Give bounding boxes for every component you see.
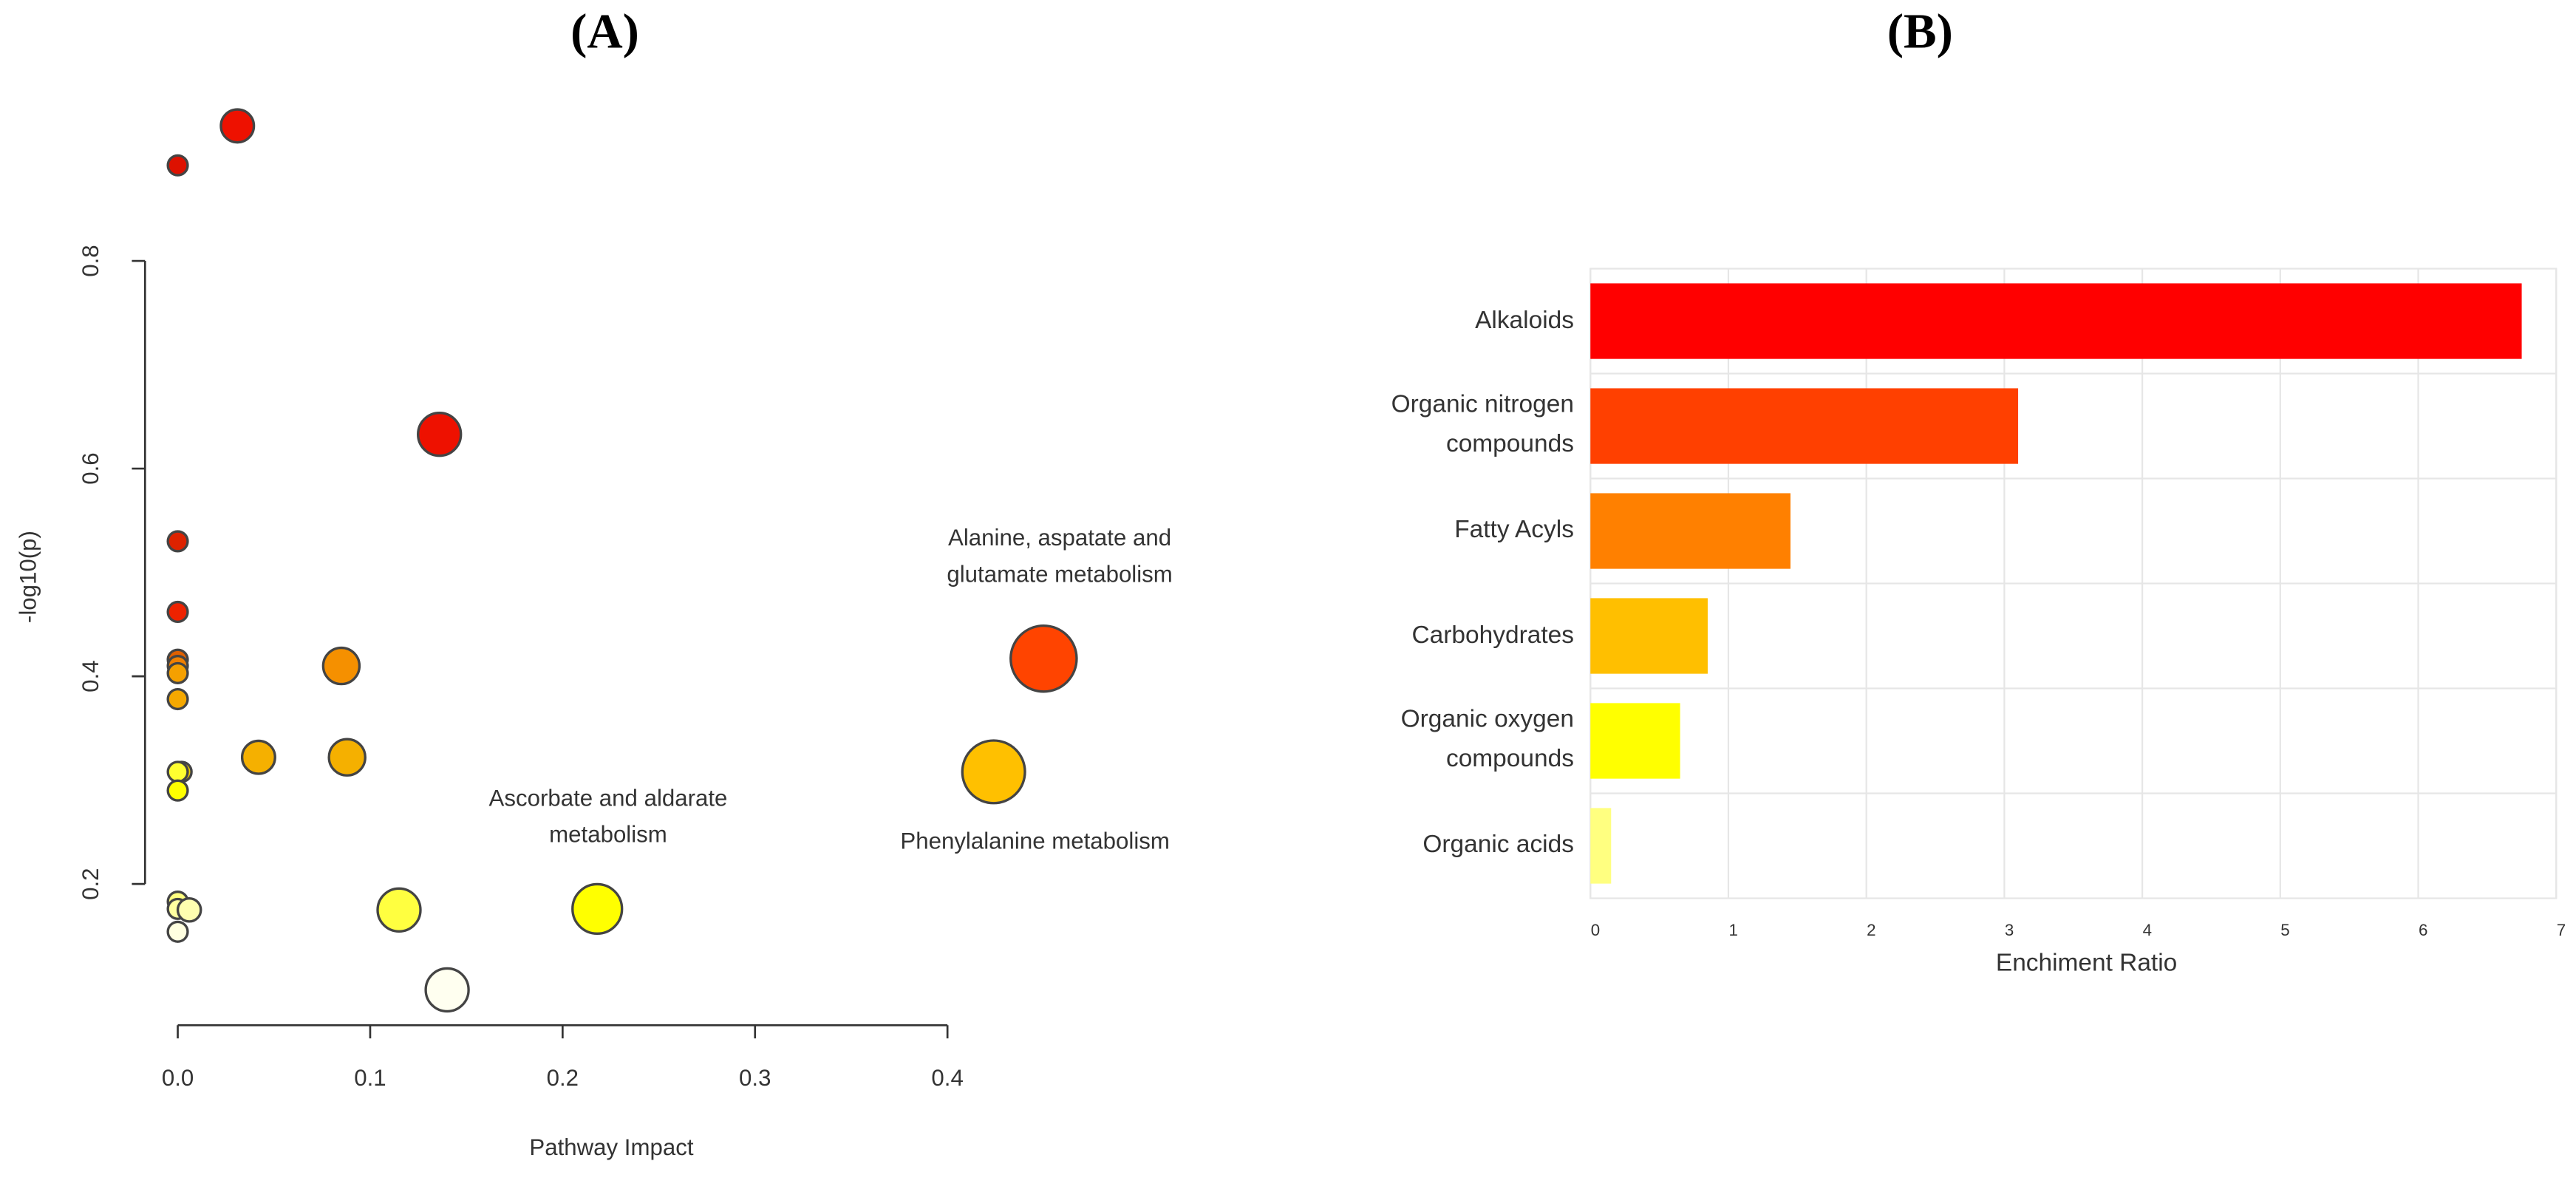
bubble — [166, 779, 189, 802]
x-tick-label: 0.4 — [931, 1065, 963, 1091]
annotation-box: Phenylalanine metabolism — [900, 827, 1170, 854]
x-tick-label: 2 — [1867, 921, 1875, 939]
x-tick-label: 0.3 — [739, 1065, 771, 1091]
category-label-box: Carbohydrates — [1411, 621, 1574, 650]
bubble — [166, 687, 189, 711]
bubble — [1009, 624, 1078, 693]
bubble — [166, 600, 189, 624]
category-label: Organic acids — [1422, 831, 1574, 859]
category-label-box: Fatty Acyls — [1454, 516, 1574, 545]
annotation-box: Alanine, aspatate and glutamate metaboli… — [947, 523, 1173, 587]
bubble — [376, 887, 422, 933]
annotation: Alanine, aspatate and glutamate metaboli… — [947, 523, 1173, 587]
bubble — [166, 154, 189, 177]
bar — [1590, 388, 2019, 464]
x-axis-label: Enchiment Ratio — [1996, 950, 2177, 977]
bar — [1590, 808, 1612, 884]
x-tick-label: 0.2 — [547, 1065, 579, 1091]
x-tick-label: 4 — [2143, 921, 2152, 939]
y-axis-label: -log10(p) — [15, 531, 41, 623]
bubble — [424, 967, 470, 1013]
category-label: Organic oxygen compounds — [1400, 706, 1574, 774]
bar — [1590, 703, 1680, 779]
y-tick-label: 0.8 — [78, 245, 103, 276]
x-tick-label: 1 — [1728, 921, 1737, 939]
y-tick-label: 0.2 — [78, 868, 103, 899]
bubble — [166, 920, 189, 943]
x-axis-label: Pathway Impact — [529, 1134, 693, 1160]
x-tick-label: 0 — [1591, 921, 1600, 939]
x-tick-label: 3 — [2005, 921, 2014, 939]
category-label: Fatty Acyls — [1454, 516, 1574, 545]
bubble — [240, 739, 276, 775]
bar — [1590, 598, 1708, 674]
y-tick-label: 0.6 — [78, 452, 103, 484]
bubble — [961, 739, 1026, 805]
bubble — [166, 530, 189, 553]
bubble — [327, 738, 367, 777]
category-label-box: Organic oxygen compounds — [1400, 706, 1574, 774]
annotation-box: Ascorbate and aldarate metabolism — [488, 783, 728, 848]
bubble — [321, 646, 361, 686]
category-label: Organic nitrogen compounds — [1391, 391, 1574, 460]
annotation: Phenylalanine metabolism — [900, 827, 1170, 854]
y-tick-label: 0.4 — [78, 660, 103, 692]
category-label: Alkaloids — [1475, 306, 1574, 335]
category-label-box: Organic nitrogen compounds — [1391, 391, 1574, 460]
chart-title: (B) — [1887, 4, 1953, 58]
bubble — [571, 882, 624, 935]
bar — [1590, 283, 2522, 359]
x-tick-label: 7 — [2557, 921, 2566, 939]
category-label-box: Organic acids — [1422, 831, 1574, 859]
x-tick-label: 0.0 — [162, 1065, 194, 1091]
bubble — [166, 661, 189, 684]
x-tick-label: 6 — [2419, 921, 2427, 939]
annotation: Ascorbate and aldarate metabolism — [488, 783, 728, 848]
bar — [1590, 493, 1790, 569]
bubble — [176, 896, 202, 923]
x-tick-label: 5 — [2280, 921, 2289, 939]
chart-title: (A) — [570, 4, 639, 58]
bubble — [417, 412, 463, 457]
category-label-box: Alkaloids — [1475, 306, 1574, 335]
category-label: Carbohydrates — [1411, 621, 1574, 650]
bubble — [219, 108, 256, 144]
x-tick-label: 0.1 — [354, 1065, 386, 1091]
bubble — [166, 760, 189, 783]
